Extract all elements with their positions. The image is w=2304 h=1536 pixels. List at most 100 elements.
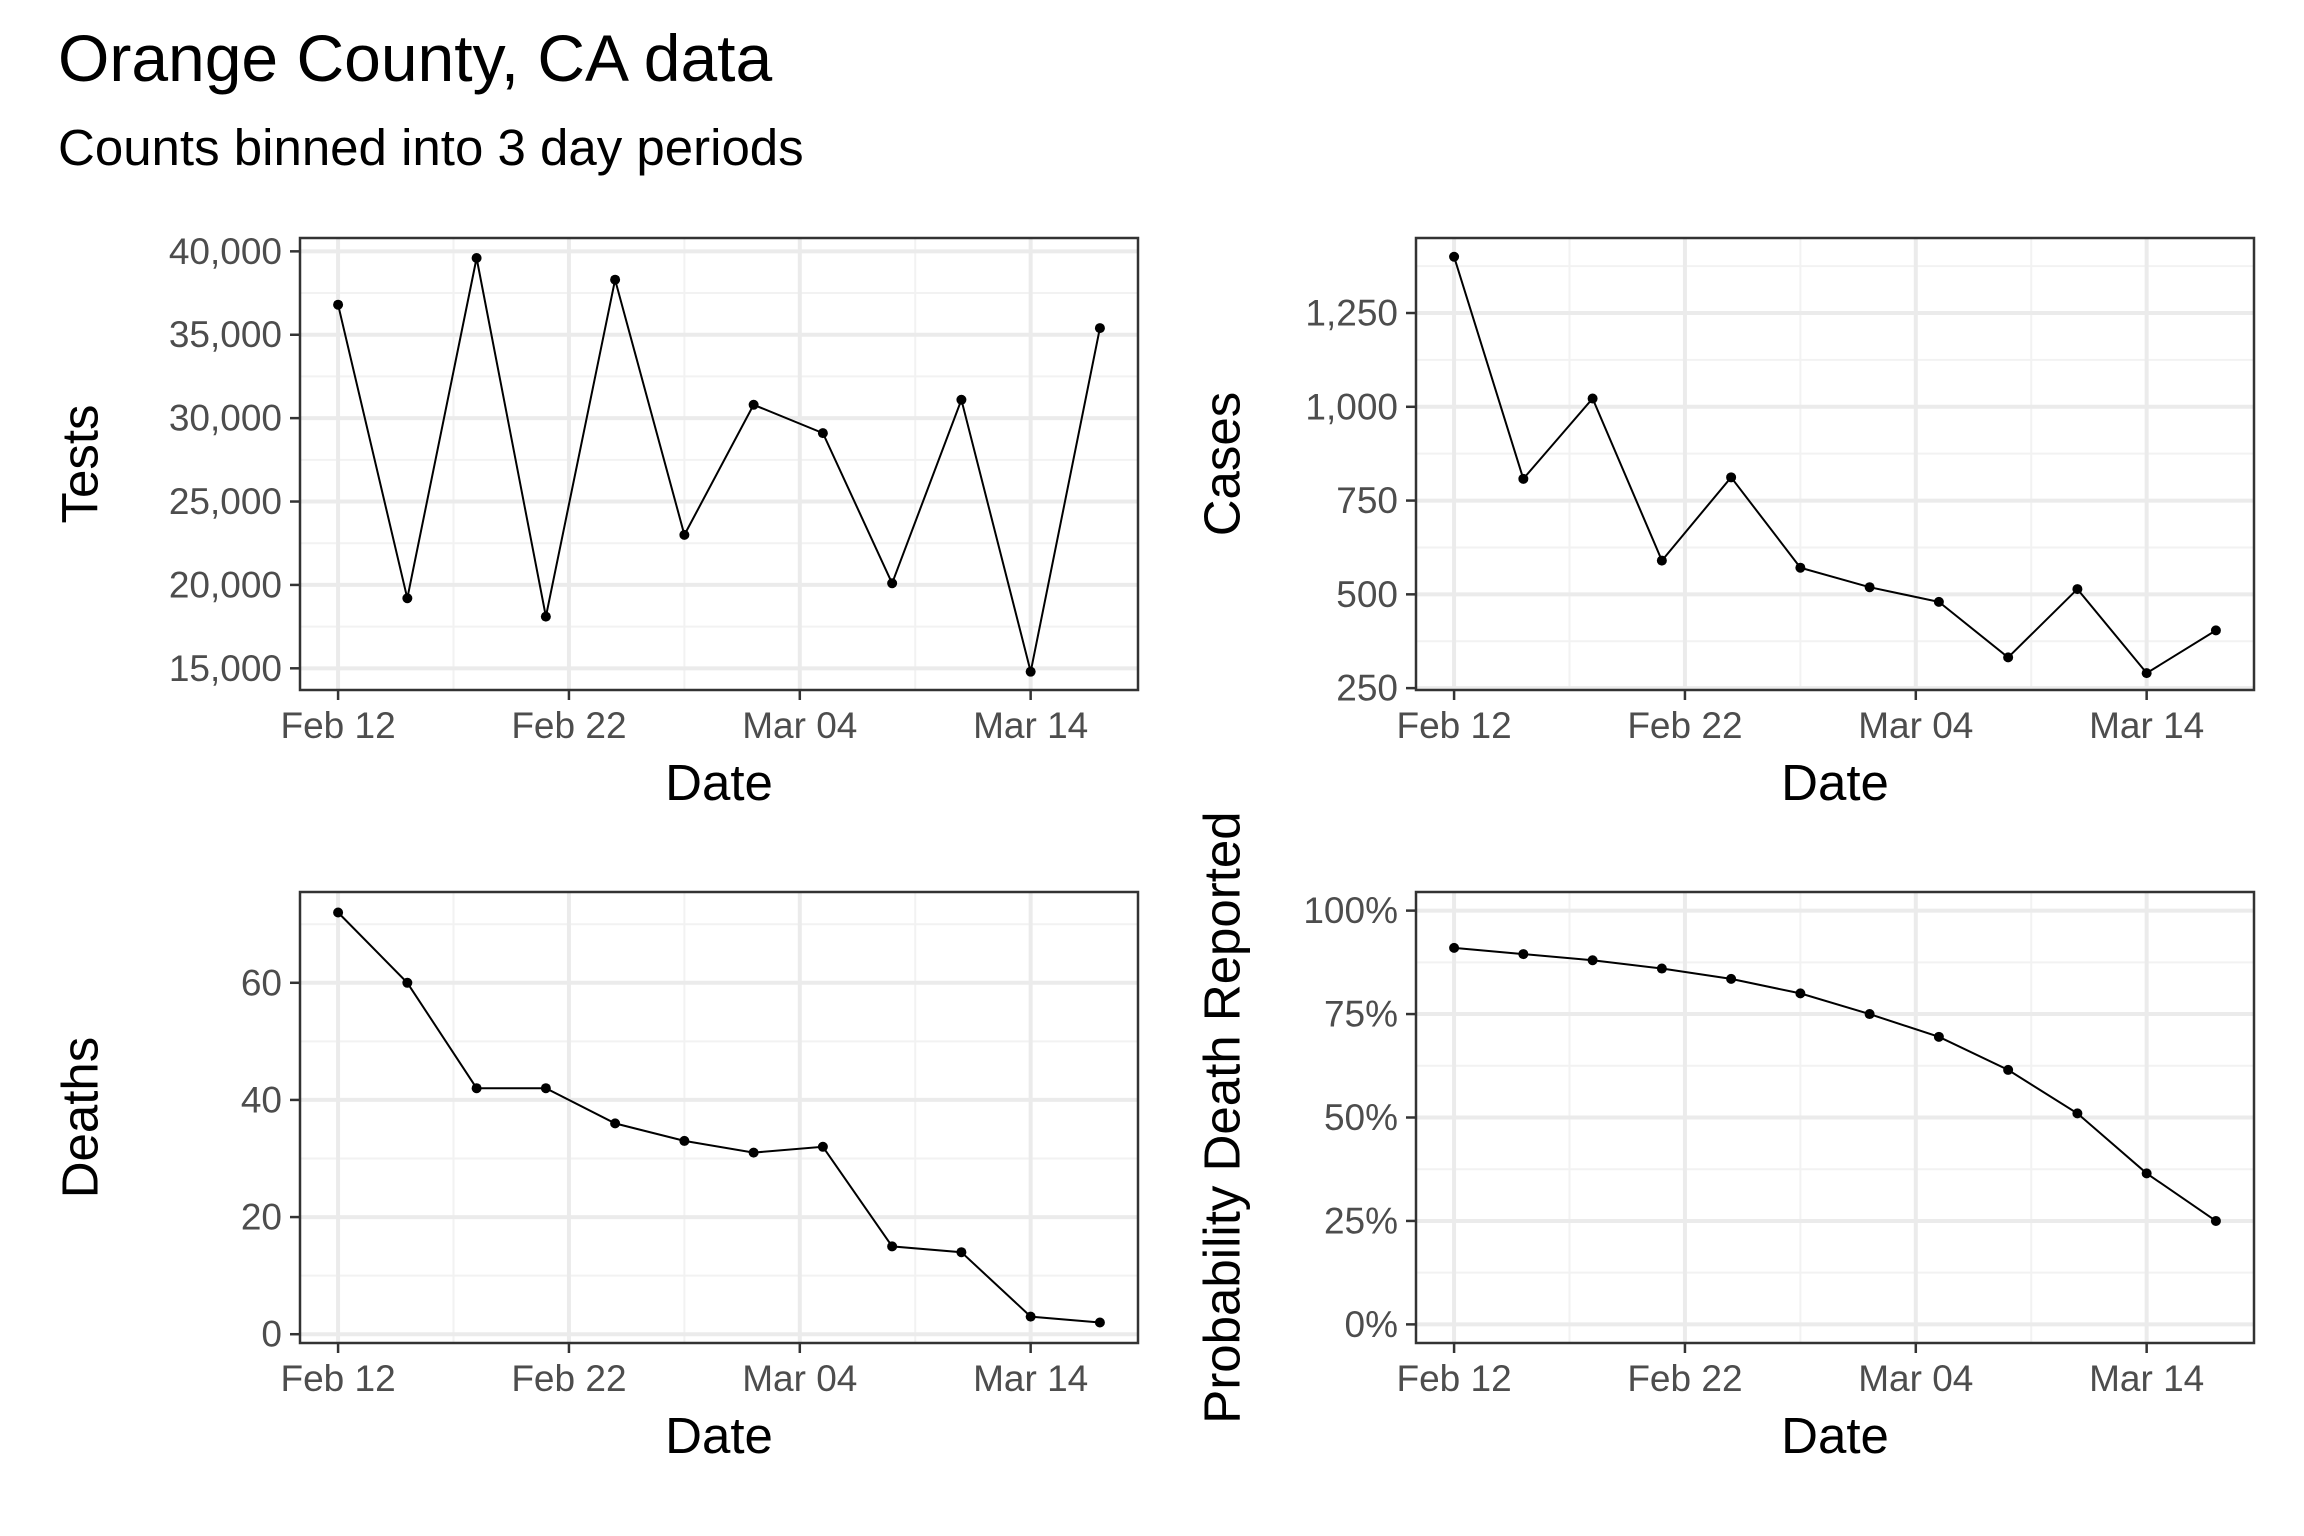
y-tick-label: 40 [241, 1079, 282, 1120]
data-point [817, 1141, 828, 1152]
data-point [1518, 473, 1529, 484]
x-tick-label: Feb 22 [511, 1358, 626, 1399]
panel-1: 15,000 20,000 25,000 30,000 35,000 40,000 Feb … [52, 231, 1140, 811]
data-point [2141, 668, 2152, 679]
panel-3: 0 20 40 60 Feb 12 Feb 22 Mar 04 Mar 14 Date Death… [52, 890, 1140, 1464]
data-point [748, 1147, 759, 1158]
y-tick-label: 20 [241, 1197, 282, 1238]
figure-subtitle: Counts binned into 3 day periods [58, 119, 804, 176]
x-tick-label: Mar 04 [742, 705, 857, 746]
y-tick-label: 50% [1324, 1097, 1398, 1138]
data-point [1864, 1009, 1875, 1020]
x-axis-title: Date [665, 754, 773, 811]
panel-border [1414, 236, 2256, 692]
y-tick-label: 750 [1336, 480, 1398, 521]
x-axis-title: Date [1781, 1407, 1889, 1464]
data-point [2003, 652, 2014, 663]
panel-border [298, 890, 1140, 1345]
data-point [1656, 963, 1667, 974]
data-point [956, 1247, 967, 1258]
y-tick-label: 30,000 [169, 398, 282, 439]
data-point [2141, 1168, 2152, 1179]
y-tick-label: 0 [261, 1314, 282, 1355]
panel-background [300, 238, 1138, 690]
x-tick-label: Feb 22 [1627, 1358, 1742, 1399]
y-tick-label: 25% [1324, 1200, 1398, 1241]
data-point [2003, 1064, 2014, 1075]
data-point [2210, 625, 2221, 636]
y-tick-label: 1,000 [1305, 386, 1398, 427]
data-point [679, 529, 690, 540]
x-tick-label: Mar 14 [973, 705, 1088, 746]
data-point [2210, 1215, 2221, 1226]
data-point [1518, 949, 1529, 960]
x-tick-label: Mar 14 [2089, 1358, 2204, 1399]
x-tick-label: Feb 12 [280, 705, 395, 746]
panel-4: 0% 25% 50% 75% 100% Feb 12 Feb 22 Mar 04 Mar 14 D… [1194, 811, 2256, 1464]
x-tick-label: Mar 04 [742, 1358, 857, 1399]
data-point [1795, 988, 1806, 999]
data-point [817, 428, 828, 439]
data-point [887, 1241, 898, 1252]
data-point [1656, 555, 1667, 566]
data-point [1094, 323, 1105, 334]
data-point [471, 253, 482, 264]
y-axis-title: Probability Death Reported [1194, 811, 1251, 1423]
panel-border [298, 236, 1140, 692]
data-point [887, 578, 898, 589]
x-axis-title: Date [665, 1407, 773, 1464]
data-point [540, 1083, 551, 1094]
series-line [337, 911, 1100, 1324]
data-point [1094, 1317, 1105, 1328]
data-point [540, 611, 551, 622]
x-tick-label: Mar 04 [1858, 1358, 1973, 1399]
data-point [1587, 955, 1598, 966]
x-tick-label: Mar 04 [1858, 705, 1973, 746]
data-point [402, 977, 413, 988]
data-point [471, 1083, 482, 1094]
y-axis-title: Cases [1194, 392, 1251, 537]
x-axis-title: Date [1781, 754, 1889, 811]
x-tick-label: Feb 22 [1627, 705, 1742, 746]
y-tick-label: 25,000 [169, 481, 282, 522]
data-point [679, 1135, 690, 1146]
data-point [1933, 1031, 1944, 1042]
data-point [1025, 1311, 1036, 1322]
panel-background [300, 892, 1138, 1343]
data-point [1726, 472, 1737, 483]
data-point [333, 299, 344, 310]
data-point [1795, 562, 1806, 573]
data-point [956, 394, 967, 405]
panel-2: 250 500 750 1,000 1,250 Feb 12 Feb 22 Mar 04 Mar… [1194, 236, 2256, 811]
y-tick-label: 60 [241, 962, 282, 1003]
data-point [1449, 942, 1460, 953]
y-tick-label: 75% [1324, 994, 1398, 1035]
y-tick-label: 500 [1336, 574, 1398, 615]
data-point [1726, 973, 1737, 984]
y-axis-title: Tests [52, 404, 109, 523]
y-axis-title: Deaths [52, 1037, 109, 1199]
y-tick-label: 1,250 [1305, 293, 1398, 334]
series-line [337, 257, 1101, 672]
data-point [2072, 1108, 2083, 1119]
data-point [1933, 596, 1944, 607]
y-tick-label: 100% [1303, 890, 1398, 931]
data-point [333, 907, 344, 918]
data-point [610, 274, 621, 285]
data-point [1864, 582, 1875, 593]
y-tick-label: 0% [1345, 1304, 1398, 1345]
data-point [2072, 584, 2083, 595]
data-point [1025, 666, 1036, 677]
data-point [610, 1118, 621, 1129]
y-tick-label: 15,000 [169, 648, 282, 689]
x-tick-label: Mar 14 [2089, 705, 2204, 746]
data-point [402, 593, 413, 604]
y-tick-label: 40,000 [169, 231, 282, 272]
y-tick-label: 35,000 [169, 314, 282, 355]
x-tick-label: Feb 12 [280, 1358, 395, 1399]
x-tick-label: Feb 12 [1396, 1358, 1511, 1399]
data-point [1587, 393, 1598, 404]
panel-background [1416, 238, 2254, 690]
